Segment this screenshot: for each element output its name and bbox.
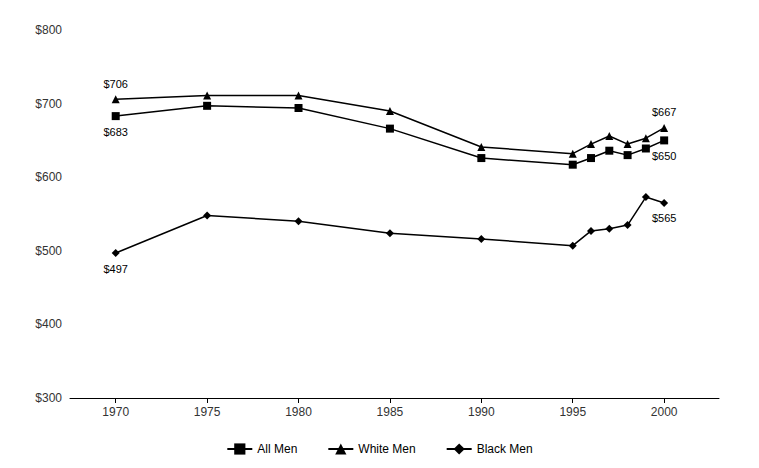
svg-text:2000: 2000 — [651, 405, 678, 419]
svg-text:1990: 1990 — [468, 405, 495, 419]
svg-text:$667: $667 — [652, 106, 676, 118]
svg-text:$565: $565 — [652, 212, 676, 224]
svg-text:$700: $700 — [35, 97, 62, 111]
svg-text:1980: 1980 — [285, 405, 312, 419]
svg-text:1995: 1995 — [559, 405, 586, 419]
svg-text:All Men: All Men — [257, 442, 297, 456]
svg-text:Black Men: Black Men — [477, 442, 533, 456]
svg-text:1970: 1970 — [102, 405, 129, 419]
svg-text:1985: 1985 — [377, 405, 404, 419]
svg-text:White Men: White Men — [358, 442, 415, 456]
svg-text:$600: $600 — [35, 170, 62, 184]
svg-text:$400: $400 — [35, 317, 62, 331]
svg-text:$706: $706 — [103, 78, 127, 90]
svg-text:1975: 1975 — [194, 405, 221, 419]
svg-text:$800: $800 — [35, 23, 62, 37]
svg-text:$300: $300 — [35, 391, 62, 405]
svg-text:$500: $500 — [35, 244, 62, 258]
svg-text:$497: $497 — [103, 263, 127, 275]
svg-text:$683: $683 — [103, 126, 127, 138]
svg-text:$650: $650 — [652, 150, 676, 162]
